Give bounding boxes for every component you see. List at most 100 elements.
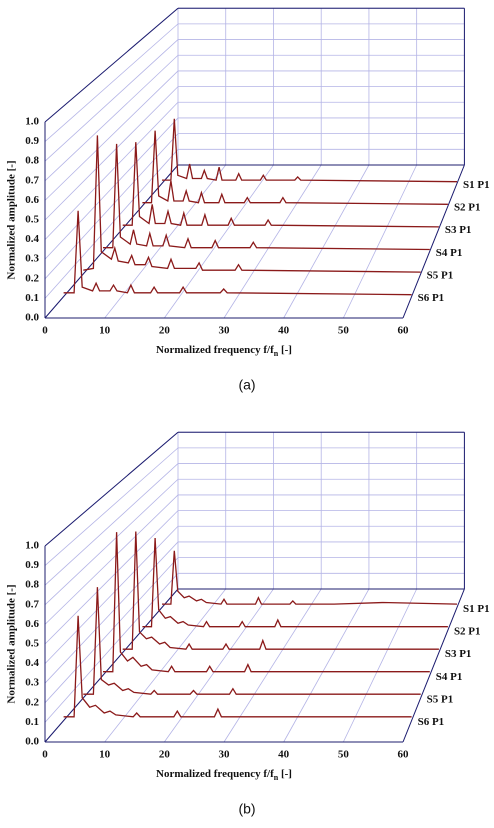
x-tick-label: 30	[219, 749, 231, 761]
floor-grid-line	[342, 164, 418, 319]
side-grid-line	[44, 70, 179, 201]
series-label: S1 P1	[463, 603, 490, 615]
spectrum-line	[103, 143, 430, 251]
side-grid-line	[44, 102, 179, 240]
y-tick-label: 0.9	[25, 135, 39, 147]
y-tick-label: 0.4	[25, 233, 39, 245]
x-tick-label: 20	[159, 325, 171, 337]
spectrum-line	[122, 531, 439, 650]
x-axis-label-sub: n	[274, 349, 279, 358]
side-grid-line	[44, 557, 179, 704]
floor-grid-line	[104, 588, 227, 743]
series-label: S6 P1	[418, 292, 445, 304]
y-axis-label: Normalized amplitude [-]	[6, 584, 18, 703]
y-tick-label: 0.3	[25, 253, 39, 265]
frame-edge	[402, 588, 465, 743]
side-grid-line	[44, 463, 179, 586]
spectrum-line	[63, 615, 412, 718]
x-tick-label: 50	[338, 749, 350, 761]
frame-edge	[44, 7, 179, 123]
x-tick-label: 60	[398, 749, 410, 761]
y-tick-label: 0.4	[25, 657, 39, 669]
spectrum-line	[103, 532, 430, 673]
floor-grid-line	[223, 588, 322, 743]
y-tick-label: 0.7	[25, 174, 39, 186]
side-grid-line	[44, 478, 179, 606]
y-tick-label: 0.6	[25, 618, 39, 630]
x-axis-label-end: [-]	[278, 768, 292, 780]
x-tick-label: 30	[219, 325, 231, 337]
spectrum-line	[142, 130, 448, 205]
x-tick-label: 40	[278, 325, 290, 337]
y-tick-label: 0.5	[25, 214, 39, 226]
side-grid-line	[44, 133, 179, 280]
y-tick-label: 0.0	[25, 312, 39, 324]
spectrum-line	[63, 210, 412, 296]
spectrum-line	[83, 587, 421, 695]
series-label: S4 P1	[436, 247, 463, 259]
y-tick-label: 0.3	[25, 677, 39, 689]
side-grid-line	[44, 510, 179, 645]
side-grid-line	[44, 447, 179, 566]
x-axis-label-main: Normalized frequency f/f	[156, 768, 274, 780]
series-label: S5 P1	[427, 693, 454, 705]
y-tick-label: 1.0	[25, 116, 39, 128]
x-axis-label: Normalized frequency f/fn [-]	[156, 768, 292, 783]
x-tick-label: 0	[42, 325, 48, 337]
spectrum-line	[122, 142, 439, 228]
side-grid-line	[44, 23, 179, 142]
x-axis-label-sub: n	[274, 773, 279, 782]
spectrum-line	[83, 135, 421, 273]
series-label: S2 P1	[454, 626, 481, 638]
caption: (a)	[238, 377, 255, 393]
y-axis-label: Normalized amplitude [-]	[6, 160, 18, 279]
y-tick-label: 0.2	[25, 696, 39, 708]
x-tick-label: 60	[398, 325, 410, 337]
y-tick-label: 0.0	[25, 736, 39, 748]
spectrum-line	[162, 550, 458, 605]
spectrum-line	[162, 118, 458, 183]
x-tick-label: 20	[159, 749, 171, 761]
floor-grid-line	[283, 164, 370, 319]
side-grid-line	[44, 494, 179, 625]
floor-grid-line	[104, 164, 227, 319]
frame-edge	[44, 588, 179, 743]
series-label: S6 P1	[418, 716, 445, 728]
y-tick-label: 0.1	[25, 292, 39, 304]
x-tick-label: 40	[278, 749, 290, 761]
y-tick-label: 0.8	[25, 579, 39, 591]
floor-grid-line	[283, 588, 370, 743]
side-grid-line	[44, 39, 179, 162]
series-label: S2 P1	[454, 202, 481, 214]
y-tick-label: 0.1	[25, 716, 39, 728]
side-grid-line	[44, 86, 179, 221]
frame-edge	[402, 164, 465, 319]
series-label: S4 P1	[436, 671, 463, 683]
floor-grid-line	[342, 588, 418, 743]
y-tick-label: 0.2	[25, 272, 39, 284]
y-tick-label: 0.6	[25, 194, 39, 206]
floor-grid-line	[164, 588, 274, 743]
x-tick-label: 0	[42, 749, 48, 761]
floor-grid-line	[223, 164, 322, 319]
spectrum-line	[142, 537, 448, 628]
y-tick-label: 1.0	[25, 540, 39, 552]
x-tick-label: 10	[99, 325, 111, 337]
floor-grid-line	[164, 164, 274, 319]
series-label: S3 P1	[445, 224, 472, 236]
x-axis-label: Normalized frequency f/fn [-]	[156, 344, 292, 359]
side-grid-line	[44, 573, 179, 723]
y-tick-label: 0.7	[25, 598, 39, 610]
x-axis-label-main: Normalized frequency f/f	[156, 344, 274, 356]
x-tick-label: 10	[99, 749, 111, 761]
y-tick-label: 0.9	[25, 559, 39, 571]
caption: (b)	[238, 801, 255, 817]
y-tick-label: 0.5	[25, 638, 39, 650]
frame-edge	[44, 431, 179, 547]
side-grid-line	[44, 149, 179, 299]
series-label: S3 P1	[445, 648, 472, 660]
series-label: S1 P1	[463, 179, 490, 191]
series-label: S5 P1	[427, 269, 454, 281]
x-axis-label-end: [-]	[278, 344, 292, 356]
